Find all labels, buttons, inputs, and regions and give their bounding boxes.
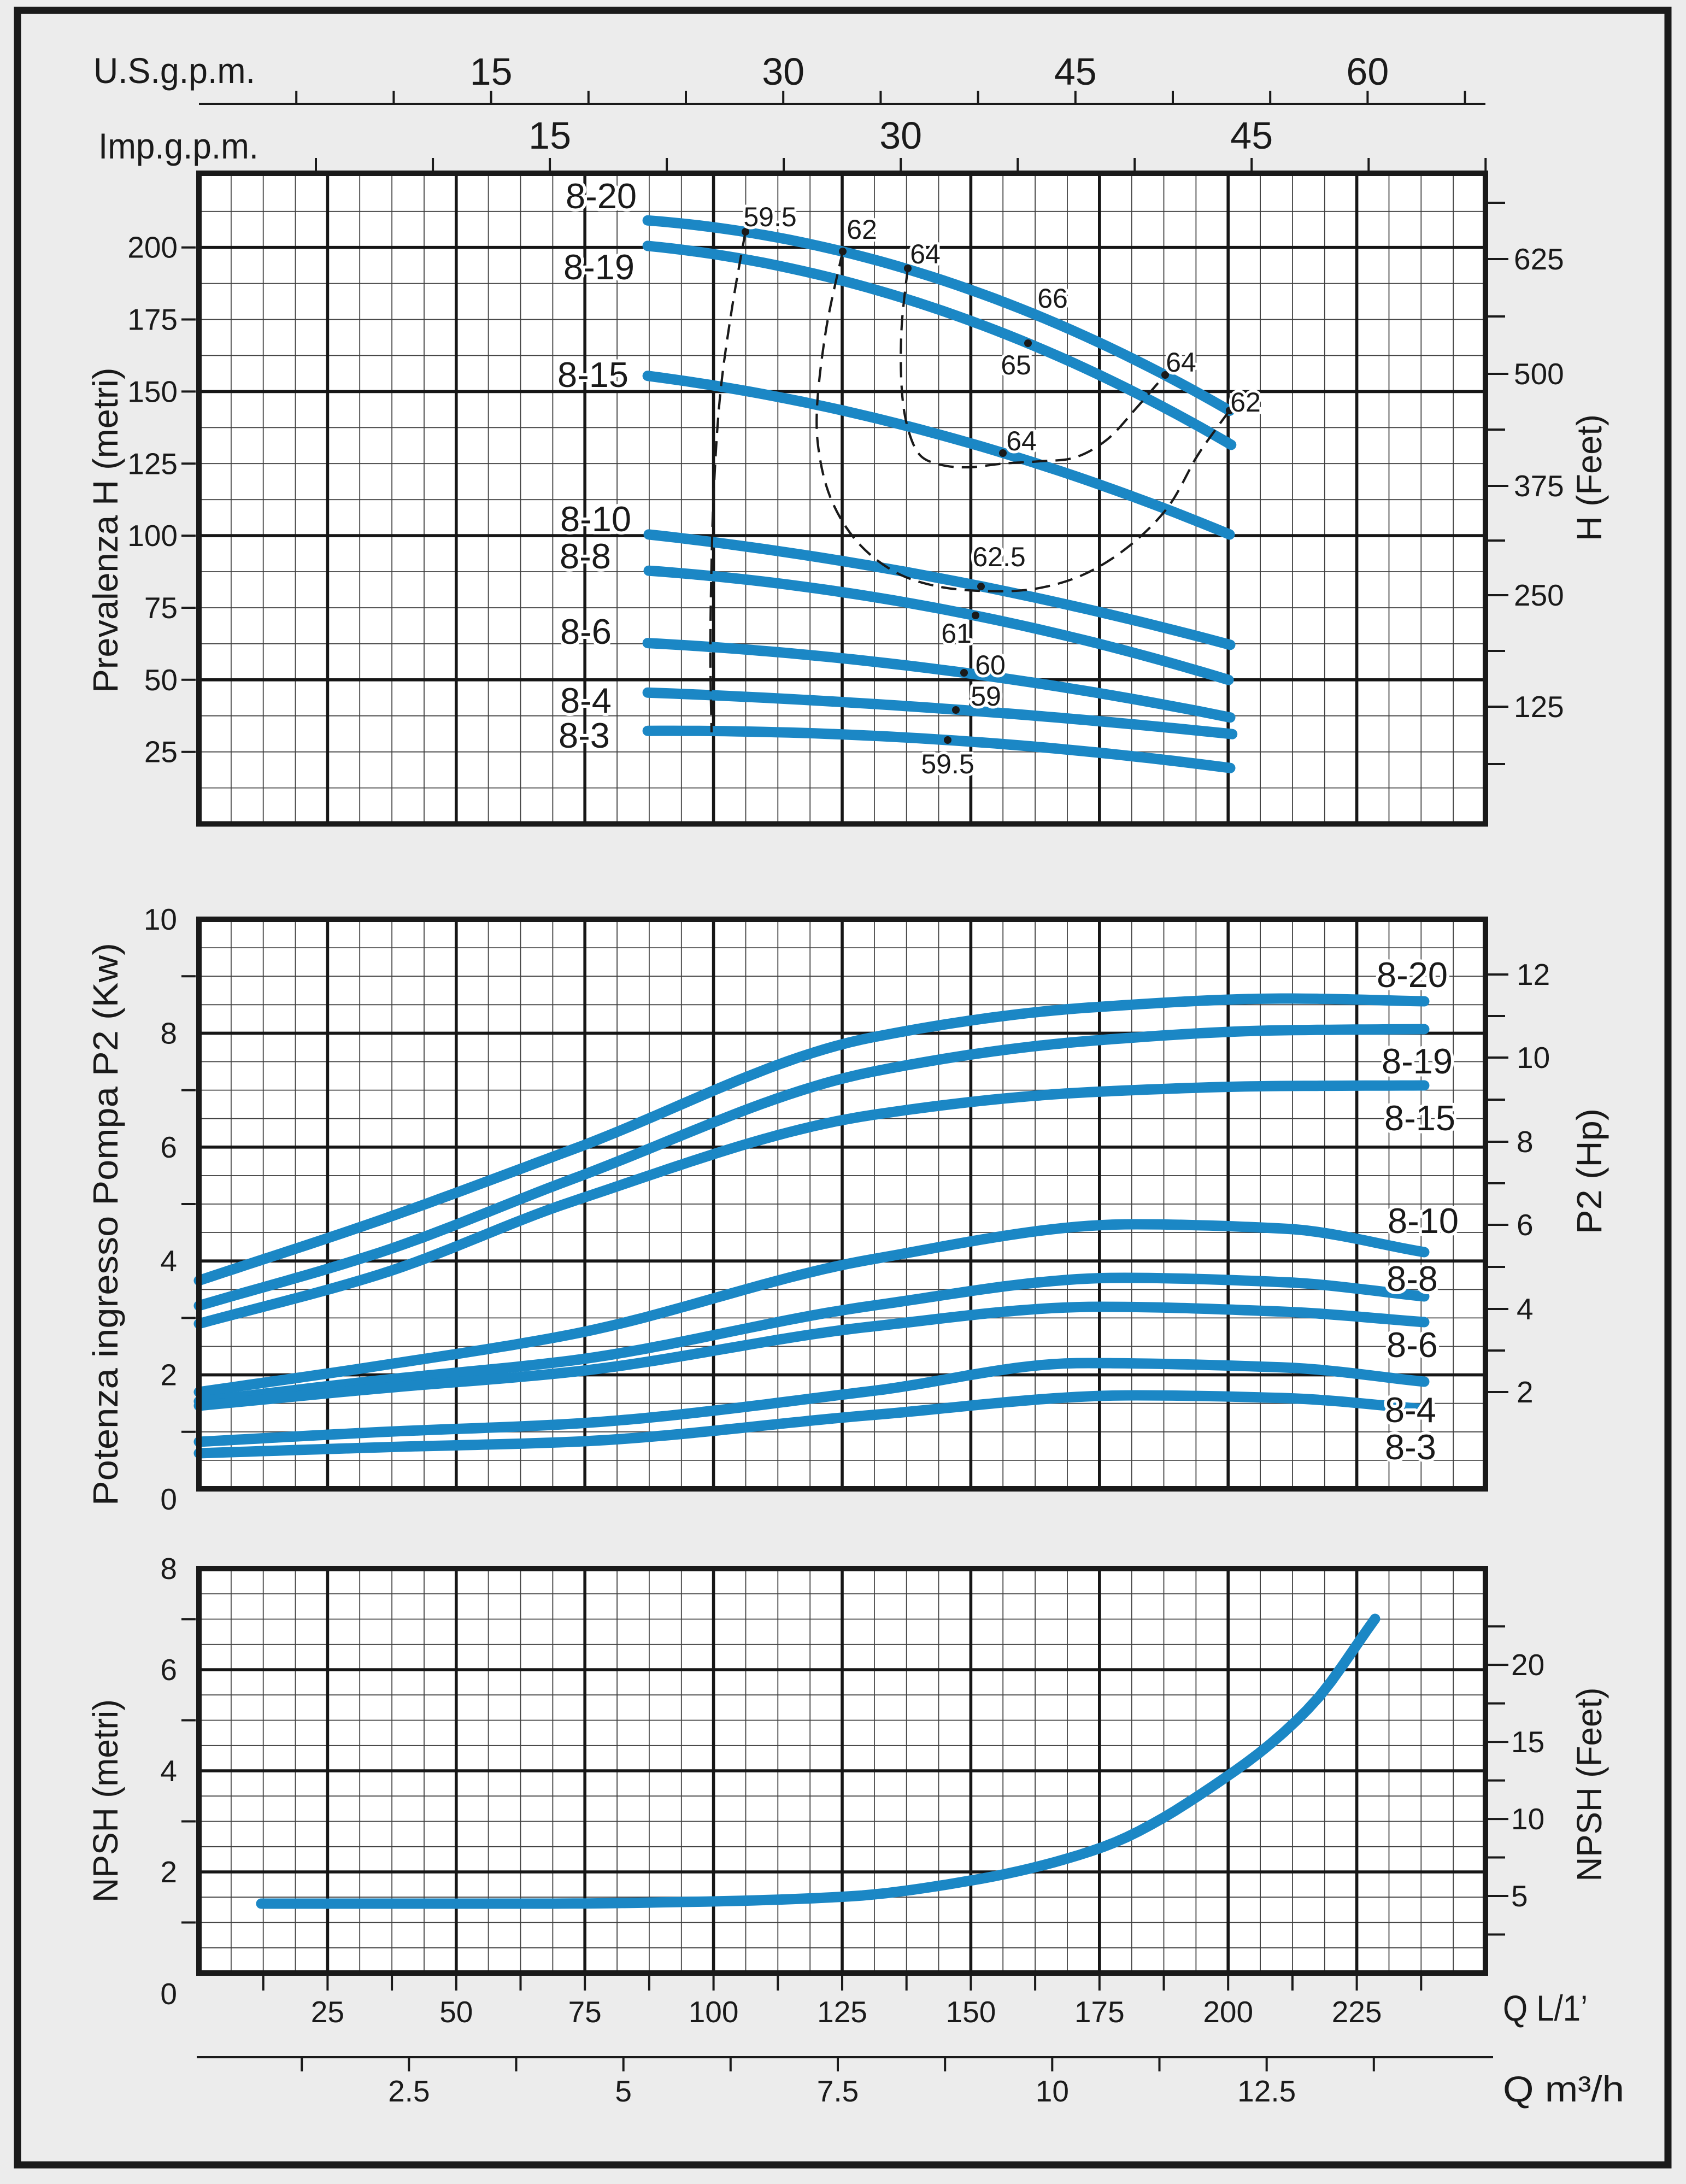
svg-text:175: 175: [1074, 1995, 1125, 2029]
svg-text:8-8: 8-8: [560, 536, 611, 576]
svg-text:15: 15: [1511, 1725, 1544, 1759]
svg-text:59: 59: [971, 681, 1001, 712]
svg-text:62: 62: [847, 214, 877, 245]
svg-text:30: 30: [879, 114, 922, 157]
svg-text:60: 60: [975, 650, 1006, 680]
svg-text:NPSH (Feet): NPSH (Feet): [1570, 1688, 1609, 1882]
svg-text:2: 2: [160, 1855, 177, 1889]
svg-text:4: 4: [160, 1754, 177, 1788]
svg-text:125: 125: [817, 1995, 867, 2029]
svg-text:25: 25: [311, 1995, 344, 2029]
svg-text:100: 100: [689, 1995, 739, 2029]
svg-text:8-19: 8-19: [563, 247, 635, 287]
svg-text:150: 150: [946, 1995, 996, 2029]
svg-text:8-15: 8-15: [557, 355, 628, 395]
svg-text:200: 200: [127, 231, 178, 265]
svg-text:4: 4: [160, 1244, 177, 1278]
svg-text:75: 75: [568, 1995, 602, 2029]
svg-text:8: 8: [160, 1552, 177, 1586]
svg-text:8-6: 8-6: [560, 612, 612, 651]
svg-text:62: 62: [1230, 387, 1261, 418]
svg-text:5: 5: [1511, 1879, 1528, 1913]
svg-text:0: 0: [160, 1977, 177, 2011]
svg-text:8-10: 8-10: [560, 499, 631, 539]
svg-text:45: 45: [1230, 114, 1273, 157]
svg-text:8: 8: [1517, 1125, 1534, 1159]
svg-text:200: 200: [1203, 1995, 1253, 2029]
svg-text:10: 10: [144, 902, 177, 936]
svg-text:8-3: 8-3: [559, 715, 610, 755]
svg-text:0: 0: [160, 1482, 177, 1516]
svg-text:59.5: 59.5: [921, 749, 974, 779]
svg-text:64: 64: [1006, 426, 1037, 456]
svg-text:15: 15: [470, 50, 513, 93]
svg-text:500: 500: [1514, 357, 1564, 391]
svg-text:8: 8: [160, 1016, 177, 1050]
svg-text:8-20: 8-20: [1377, 955, 1448, 995]
svg-text:8-3: 8-3: [1385, 1427, 1436, 1467]
svg-text:12: 12: [1517, 958, 1550, 991]
svg-text:66: 66: [1037, 283, 1068, 314]
svg-text:10: 10: [1511, 1802, 1544, 1836]
svg-text:8-10: 8-10: [1388, 1201, 1459, 1241]
svg-text:64: 64: [1166, 347, 1196, 378]
svg-text:50: 50: [144, 663, 178, 697]
svg-text:175: 175: [127, 303, 178, 337]
svg-text:P2 (Hp): P2 (Hp): [1570, 1108, 1609, 1234]
svg-text:8-4: 8-4: [1385, 1390, 1436, 1430]
svg-text:62.5: 62.5: [972, 542, 1025, 572]
svg-text:6: 6: [160, 1130, 177, 1164]
svg-text:4: 4: [1517, 1292, 1534, 1326]
svg-text:60: 60: [1346, 50, 1389, 93]
svg-text:61: 61: [941, 618, 972, 649]
svg-text:8-19: 8-19: [1382, 1041, 1453, 1081]
svg-text:125: 125: [1514, 690, 1564, 724]
svg-text:6: 6: [160, 1653, 177, 1687]
svg-text:30: 30: [762, 50, 804, 93]
svg-text:59.5: 59.5: [743, 202, 796, 232]
svg-text:250: 250: [1514, 578, 1564, 612]
svg-text:125: 125: [127, 447, 178, 480]
svg-text:2.5: 2.5: [388, 2074, 430, 2108]
svg-text:100: 100: [127, 519, 178, 553]
svg-text:Potenza ingresso Pompa P2 (Kw): Potenza ingresso Pompa P2 (Kw): [86, 943, 125, 1506]
svg-text:10: 10: [1517, 1041, 1550, 1075]
svg-text:50: 50: [439, 1995, 473, 2029]
svg-text:8-15: 8-15: [1384, 1098, 1455, 1138]
svg-text:Q L/1’: Q L/1’: [1503, 1988, 1588, 2028]
svg-text:150: 150: [127, 374, 178, 408]
svg-text:H (Feet): H (Feet): [1570, 414, 1609, 541]
svg-text:8-4: 8-4: [560, 680, 612, 720]
svg-text:8-20: 8-20: [566, 176, 637, 216]
svg-text:2: 2: [1517, 1375, 1534, 1409]
svg-text:65: 65: [1001, 350, 1031, 380]
svg-text:25: 25: [144, 735, 178, 769]
svg-text:45: 45: [1054, 50, 1097, 93]
svg-text:2: 2: [160, 1358, 177, 1392]
svg-text:8-6: 8-6: [1387, 1325, 1438, 1365]
svg-text:20: 20: [1511, 1648, 1544, 1682]
svg-text:Prevalenza H (metri): Prevalenza H (metri): [86, 368, 125, 693]
svg-text:225: 225: [1332, 1995, 1382, 2029]
svg-text:12.5: 12.5: [1237, 2074, 1296, 2108]
svg-text:625: 625: [1514, 242, 1564, 276]
svg-text:5: 5: [615, 2074, 632, 2108]
svg-text:375: 375: [1514, 469, 1564, 503]
svg-text:8-8: 8-8: [1387, 1259, 1438, 1299]
svg-text:Imp.g.p.m.: Imp.g.p.m.: [98, 126, 259, 166]
svg-text:75: 75: [144, 591, 178, 625]
svg-text:6: 6: [1517, 1208, 1534, 1242]
svg-text:15: 15: [528, 114, 571, 157]
svg-text:10: 10: [1036, 2074, 1069, 2108]
svg-text:7.5: 7.5: [817, 2074, 859, 2108]
svg-text:NPSH (metri): NPSH (metri): [86, 1699, 125, 1903]
svg-text:U.S.g.p.m.: U.S.g.p.m.: [93, 50, 255, 91]
svg-text:Q m³/h: Q m³/h: [1503, 2069, 1624, 2109]
svg-text:64: 64: [910, 239, 941, 269]
